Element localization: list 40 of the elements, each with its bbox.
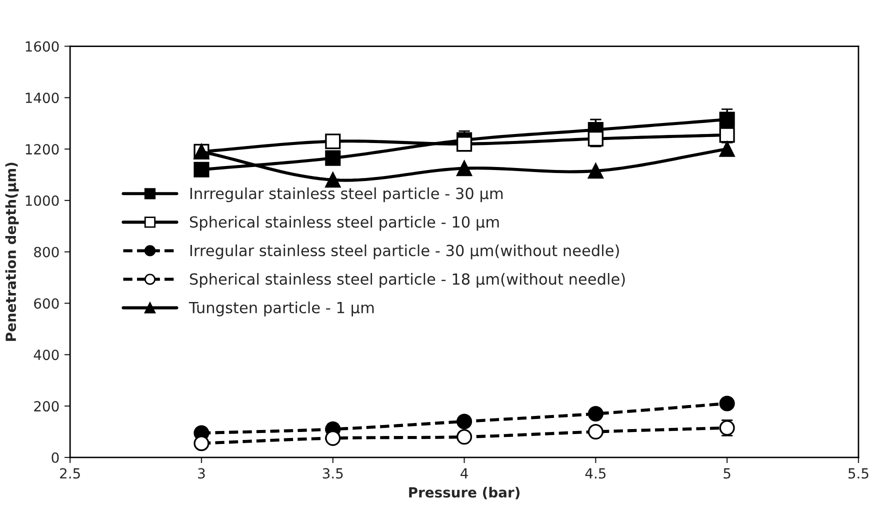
y-tick-label: 0 [52,452,59,463]
x-tick-label: 5 [724,468,730,479]
y-tick-label: 1400 [26,92,59,104]
y-tick-label: 200 [34,401,59,412]
point [456,414,472,430]
y-axis-title: Penetration depth(µm) [5,162,19,341]
point [325,172,341,188]
legend-label: Spherical stainless steel particle - 10 µm [190,216,499,231]
point [456,160,472,176]
x-tick-label: 2.5 [60,468,80,479]
point [194,436,210,452]
legend-label: Irregular stainless steel particle - 30 µm(without needle) [190,244,619,260]
y-tick-label: 1200 [26,144,59,155]
x-axis-title: Pressure (bar) [409,486,520,500]
x-tick-label: 5.5 [848,468,868,479]
y-tick-label: 600 [34,298,59,309]
point [588,406,604,422]
point [719,141,735,157]
point [719,396,735,412]
y-tick-label: 400 [34,350,59,360]
y-tick-label: 800 [34,246,59,258]
y-tick-label: 1600 [26,41,59,52]
point [456,429,472,445]
point [719,112,735,128]
point [325,150,341,166]
point [588,424,604,440]
x-tick-label: 4.5 [585,468,606,479]
point [588,163,604,179]
point [588,131,604,147]
x-tick-label: 4 [460,468,468,478]
legend-label: Spherical stainless steel particle - 18 µm(without needle) [190,273,625,288]
x-tick-label: 3.5 [322,468,343,479]
legend-label: Tungsten particle - 1 µm [188,302,374,316]
point [325,134,341,150]
point [194,162,210,178]
point [325,430,341,446]
legend-label: Inrregular stainless steel particle - 30 µm [190,187,503,202]
point [456,136,472,152]
x-tick-label: 3 [198,468,205,479]
y-tick-label: 1000 [26,195,59,206]
